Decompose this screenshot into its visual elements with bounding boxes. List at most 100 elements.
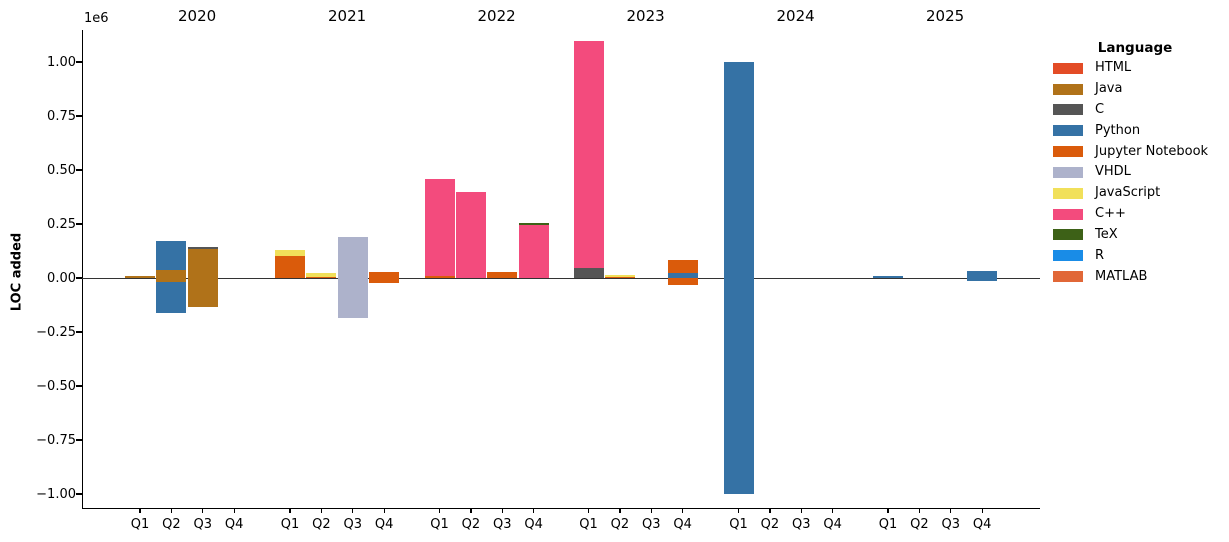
x-tick-mark: [682, 508, 684, 513]
y-tick-mark: [76, 385, 82, 387]
bar-segment-tex: [518, 222, 549, 226]
legend-entry-label: Python: [1095, 122, 1141, 138]
x-tick-label: Q3: [941, 517, 961, 532]
x-tick-mark: [981, 508, 983, 513]
bar-segment-c-: [518, 225, 549, 278]
y-tick-label: 0.50: [47, 162, 76, 178]
bar-segment-python: [967, 270, 998, 278]
x-tick-label: Q4: [224, 517, 244, 532]
bar-segment-jupyter-notebook: [369, 278, 400, 284]
x-tick-label: Q3: [343, 517, 363, 532]
bar-segment-java: [156, 278, 187, 282]
y-tick-mark: [76, 61, 82, 63]
bar-segment-javascript: [275, 249, 305, 256]
legend-entry-label: TeX: [1095, 226, 1118, 242]
legend-entry-label: C++: [1095, 206, 1126, 222]
x-tick-mark: [202, 508, 204, 513]
x-tick-mark: [233, 508, 235, 513]
x-tick-label: Q4: [673, 517, 692, 532]
legend-swatch: [1053, 229, 1083, 241]
x-tick-mark: [800, 508, 802, 513]
x-tick-mark: [383, 508, 385, 513]
x-tick-mark: [650, 508, 652, 513]
year-label: 2021: [328, 7, 367, 25]
x-tick-label: Q2: [461, 517, 481, 532]
x-tick-mark: [887, 508, 889, 513]
x-tick-label: Q2: [162, 517, 181, 532]
x-tick-mark: [737, 508, 740, 513]
legend-swatch: [1053, 104, 1083, 116]
legend-swatch: [1053, 146, 1083, 158]
x-tick-mark: [170, 508, 173, 513]
y-tick-label: −0.75: [36, 432, 76, 448]
x-tick-mark: [769, 508, 771, 513]
x-tick-label: Q1: [878, 517, 898, 532]
year-label: 2020: [178, 7, 217, 25]
y-tick-mark: [76, 439, 82, 441]
x-tick-mark: [352, 508, 354, 513]
bar-segment-java: [125, 276, 155, 278]
legend-swatch: [1053, 271, 1083, 282]
legend-entry-label: R: [1095, 247, 1105, 263]
legend-swatch: [1053, 166, 1083, 178]
x-tick-label: Q4: [524, 517, 543, 532]
bar-segment-python: [723, 278, 754, 494]
legend-entry-label: C: [1095, 101, 1105, 117]
bar-segment-jupyter-notebook: [424, 275, 455, 278]
bar-segment-java: [156, 269, 187, 278]
bar-segment-java: [187, 278, 218, 307]
x-tick-mark: [501, 508, 503, 513]
legend-entry-label: HTML: [1095, 60, 1132, 76]
x-tick-mark: [918, 508, 921, 513]
x-tick-label: Q3: [792, 517, 811, 532]
y-tick-label: −1.00: [36, 486, 76, 502]
bar-segment-jupyter-notebook: [604, 277, 635, 279]
bar-segment-python: [156, 240, 187, 270]
legend-entry-label: Java: [1095, 81, 1123, 97]
legend-swatch: [1053, 62, 1083, 74]
x-tick-mark: [832, 508, 834, 513]
bar-segment-java: [187, 249, 218, 278]
x-tick-mark: [320, 508, 323, 513]
year-label: 2025: [926, 7, 965, 25]
x-tick-label: Q1: [130, 517, 150, 532]
zero-line: [82, 277, 1040, 279]
x-tick-label: Q1: [280, 517, 300, 532]
bar-segment-c-: [424, 179, 455, 276]
y-tick-label: 0.25: [47, 216, 76, 232]
y-tick-mark: [76, 277, 82, 279]
bar-segment-c-: [455, 192, 486, 278]
legend-swatch: [1053, 83, 1083, 95]
bar-segment-jupyter-notebook: [275, 255, 305, 278]
year-label: 2024: [776, 7, 815, 25]
x-tick-label: Q4: [374, 517, 394, 532]
x-tick-mark: [139, 508, 141, 513]
bar-segment-python: [723, 62, 754, 278]
bar-segment-python: [873, 276, 903, 278]
bar-segment-jupyter-notebook: [487, 272, 518, 278]
bar-segment-python: [967, 278, 998, 282]
x-tick-mark: [950, 508, 952, 513]
bar-segment-c: [573, 268, 604, 278]
y-tick-label: 1.00: [47, 54, 76, 70]
year-label: 2022: [477, 7, 516, 25]
bar-segment-javascript: [604, 274, 635, 278]
legend-swatch: [1053, 125, 1083, 137]
legend-swatch: [1053, 250, 1083, 262]
x-tick-mark: [438, 508, 441, 513]
y-tick-label: −0.50: [36, 378, 76, 394]
x-tick-label: Q1: [579, 517, 598, 532]
y-tick-mark: [76, 169, 82, 171]
bar-segment-python: [156, 281, 187, 314]
x-tick-mark: [587, 508, 590, 513]
bar-segment-jupyter-notebook: [667, 259, 698, 274]
y-tick-label: −0.25: [36, 324, 76, 340]
bar-segment-vhdl: [337, 236, 368, 278]
legend-entry-label: VHDL: [1095, 164, 1131, 180]
bar-segment-vhdl: [337, 278, 368, 319]
x-tick-label: Q2: [760, 517, 780, 532]
bar-segment-javascript: [306, 273, 337, 277]
y-tick-label: 0.75: [47, 108, 76, 124]
y-tick-label: 0.00: [47, 270, 76, 286]
